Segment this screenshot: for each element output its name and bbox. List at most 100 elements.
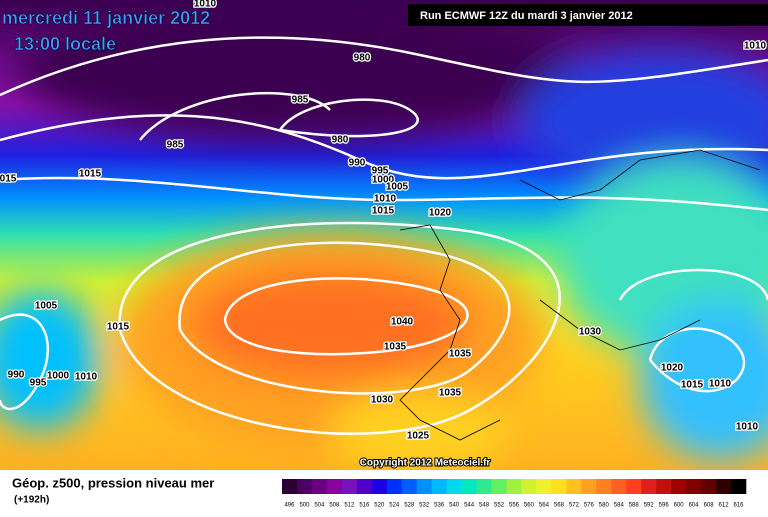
colorbar-label: 516 [359, 503, 370, 509]
date: mercredi 11 janvier 2012 [2, 8, 210, 28]
colorbar-cell [341, 479, 358, 494]
run-info: Run ECMWF 12Z du mardi 3 janvier 2012 [420, 10, 633, 22]
run-box [408, 4, 768, 26]
isobar-label: 1010 [374, 194, 397, 205]
isobar-label: 1015 [681, 380, 704, 391]
colorbar-label: 500 [299, 503, 310, 509]
colorbar-label: 596 [659, 503, 670, 509]
colorbar-cell [296, 479, 313, 494]
colorbar-cell [596, 479, 612, 494]
isobar-label: 1035 [439, 388, 462, 399]
colorbar-label: 584 [614, 503, 625, 509]
lead-time: (+192h) [14, 495, 49, 506]
isobars [0, 36, 768, 435]
colorbar-cell [491, 479, 507, 494]
copyright: Copyright 2012 Meteociel.fr [360, 458, 491, 469]
colorbar-cell [581, 479, 597, 494]
isobar-label: 985 [167, 140, 184, 151]
colorbar-label: 508 [329, 503, 340, 509]
colorbar-cell [506, 479, 522, 494]
colorbar-cell [641, 479, 657, 494]
field-shading [0, 0, 768, 470]
isobar-label: 1030 [371, 395, 394, 406]
colorbar-label: 528 [404, 503, 415, 509]
isobar-label: 1010 [744, 41, 767, 52]
colorbar-label: 616 [734, 503, 745, 509]
colorbar-cell [431, 479, 447, 494]
colorbar-label: 568 [554, 503, 565, 509]
isobar-label: 015 [0, 174, 17, 185]
colorbar-cell [282, 479, 298, 494]
colorbar: 496 500 504 508 512 516 520 524 528 532 536 540 544 5… [282, 479, 747, 509]
colorbar-cell [536, 479, 552, 494]
isobar-label: 1010 [709, 379, 732, 390]
colorbar-cell [311, 479, 328, 494]
isobar-label: 1000 [47, 371, 70, 382]
colorbar-cell [416, 479, 432, 494]
isobar-label: 995 [30, 378, 47, 389]
colorbar-label: 496 [284, 503, 295, 509]
isobar-label: 1035 [384, 342, 407, 353]
isobar-label: 1015 [79, 169, 102, 180]
colorbar-label: 564 [539, 503, 550, 509]
colorbar-cell [401, 479, 418, 494]
isobar-label: 1010 [194, 0, 217, 10]
colorbar-cell [326, 479, 343, 494]
colorbar-label: 576 [584, 503, 595, 509]
isobar-label: 980 [354, 53, 371, 64]
isobar-label: 1015 [107, 322, 130, 333]
isobar-label: 1015 [372, 206, 395, 217]
footer-title: Géop. z500, pression niveau mer [12, 475, 214, 490]
isobar-label: 1020 [429, 208, 452, 219]
colorbar-cell [686, 479, 702, 494]
colorbar-label: 560 [524, 503, 535, 509]
coastlines [399, 149, 761, 441]
colorbar-cell [476, 479, 492, 494]
isobar-label: 1040 [391, 317, 414, 328]
colorbar-label: 524 [389, 503, 400, 509]
isobar-label: 1010 [736, 422, 759, 433]
isobar-label: 1025 [407, 431, 430, 442]
isobar-label: 1005 [35, 301, 58, 312]
colorbar-label: 580 [599, 503, 610, 509]
colorbar-cell [701, 479, 717, 494]
isobar-label: 1030 [579, 327, 602, 338]
colorbar-label: 504 [314, 503, 325, 509]
colorbar-label: 536 [434, 503, 445, 509]
colorbar-cell [731, 479, 747, 494]
colorbar-cell [446, 479, 462, 494]
colorbar-label: 572 [569, 503, 580, 509]
isobar-label: 995 [372, 166, 389, 177]
isobar-label: 990 [349, 158, 366, 169]
isobar-label: 1005 [386, 182, 409, 193]
colorbar-label: 548 [479, 503, 490, 509]
colorbar-label: 612 [719, 503, 730, 509]
colorbar-cell [656, 479, 672, 494]
isobar-label: 990 [8, 370, 25, 381]
colorbar-label: 532 [419, 503, 430, 509]
colorbar-label: 604 [689, 503, 700, 509]
colorbar-label: 544 [464, 503, 475, 509]
colorbar-cell [461, 479, 477, 494]
colorbar-cell [371, 479, 388, 494]
colorbar-cell [671, 479, 687, 494]
colorbar-label: 512 [344, 503, 355, 509]
colorbar-cell [386, 479, 403, 494]
isobar-label: 1035 [449, 349, 472, 360]
colorbar-cell [611, 479, 627, 494]
isobar-label: 1000 [372, 175, 395, 186]
colorbar-cell [521, 479, 537, 494]
isobar-label: 1020 [661, 363, 684, 374]
colorbar-label: 552 [494, 503, 505, 509]
isobar-label: 980 [332, 135, 349, 146]
colorbar-cell [356, 479, 373, 494]
isobar-label: 985 [292, 95, 309, 106]
colorbar-label: 600 [674, 503, 685, 509]
colorbar-label: 540 [449, 503, 460, 509]
colorbar-cell [566, 479, 582, 494]
colorbar-label: 520 [374, 503, 385, 509]
isobar-label: 1010 [75, 372, 98, 383]
colorbar-label: 588 [629, 503, 640, 509]
